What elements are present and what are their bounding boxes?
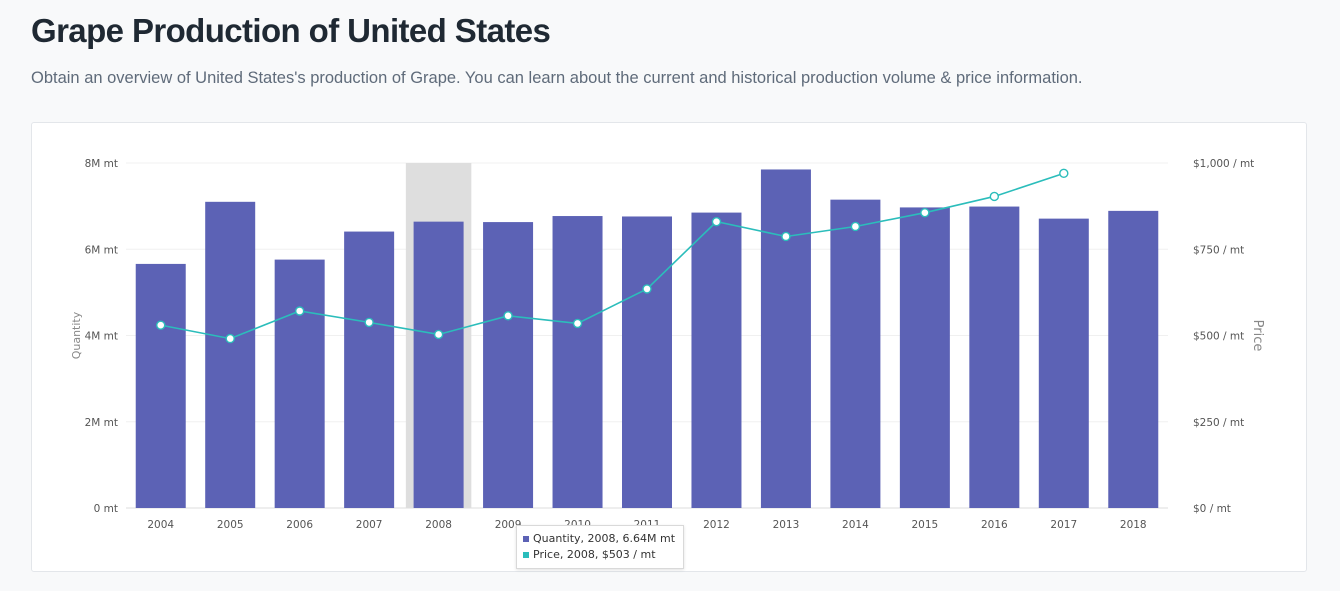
page-title: Grape Production of United States <box>31 12 551 49</box>
tooltip-label-quantity: Quantity, 2008, 6.64M mt <box>533 532 676 545</box>
x-tick-label: 2016 <box>981 519 1008 531</box>
x-tick-label: 2009 <box>495 519 522 531</box>
price-point-2008 <box>433 329 444 340</box>
price-point-2016 <box>989 191 1000 202</box>
price-line <box>160 172 1065 340</box>
x-tick-label: 2008 <box>425 519 452 531</box>
page-subtitle: Obtain an overview of United States's pr… <box>31 69 1083 87</box>
chart-card: 0 mt 2M mt 4M mt 6M mt 8M mt $0 / mt $250 / mt… <box>31 122 1307 572</box>
bar-quantity-2015 <box>899 207 950 508</box>
tooltip-swatch-quantity <box>523 536 529 542</box>
y-tick-label: 4M mt <box>85 331 118 343</box>
price-point-2006 <box>294 306 305 316</box>
tooltip-swatch-price <box>523 552 529 558</box>
y2-tick-label: $250 / mt <box>1193 417 1244 429</box>
y2-axis-title: Price <box>1250 320 1265 352</box>
y-tick-label: 2M mt <box>85 417 118 429</box>
y2-tick-label: $750 / mt <box>1193 244 1244 256</box>
tooltip-label-price: Price, 2008, $503 / mt <box>533 548 656 561</box>
y2-tick-label: $1,000 / mt <box>1193 158 1254 170</box>
x-tick-label: 2014 <box>842 519 869 531</box>
price-point-2007 <box>364 317 374 328</box>
combo-chart[interactable]: 0 mt 2M mt 4M mt 6M mt 8M mt $0 / mt $250 / mt… <box>32 123 1308 573</box>
y-tick-label: 6M mt <box>85 244 118 256</box>
price-point-2009 <box>503 311 513 321</box>
x-tick-label: 2018 <box>1120 519 1147 531</box>
price-point-2015 <box>920 207 930 218</box>
x-tick-label: 2006 <box>286 519 313 531</box>
bar-quantity-2016 <box>969 206 1020 508</box>
bar-quantity-2012 <box>691 212 742 508</box>
bar-quantity-2009 <box>483 222 534 509</box>
tooltip-row-quantity: Quantity, 2008, 6.64M mt <box>523 531 675 547</box>
price-point-2004 <box>156 320 166 330</box>
chart-tooltip: Quantity, 2008, 6.64M mt Price, 2008, $5… <box>516 525 685 569</box>
y2-tick-label: $0 / mt <box>1193 503 1231 515</box>
x-tick-label: 2017 <box>1050 519 1077 531</box>
bar-quantity-2007 <box>344 231 395 508</box>
y-tick-label: 0 mt <box>94 503 118 515</box>
bar-quantity-2010 <box>552 216 603 508</box>
bar-quantity-2006 <box>274 259 325 508</box>
price-point-2014 <box>850 221 861 232</box>
bar-quantity-2018 <box>1108 210 1159 508</box>
bar-quantity-2017 <box>1038 218 1089 508</box>
x-tick-label: 2015 <box>911 519 938 531</box>
price-point-2005 <box>225 333 235 344</box>
x-tick-label: 2013 <box>773 519 800 531</box>
x-tick-label: 2004 <box>147 519 174 531</box>
bar-quantity-2014 <box>830 199 881 508</box>
x-tick-label: 2007 <box>356 519 383 531</box>
bar-quantity-2004 <box>135 263 186 508</box>
bar-quantity-2011 <box>622 216 672 508</box>
price-point-2013 <box>781 231 791 242</box>
y-axis-title: Quantity <box>70 311 83 359</box>
bar-quantity-2005 <box>205 201 256 508</box>
x-tick-label: 2005 <box>217 519 244 531</box>
x-tick-label: 2012 <box>703 519 730 531</box>
bar-quantity-2008 <box>413 221 464 508</box>
price-point-2010 <box>572 318 583 329</box>
y2-tick-label: $500 / mt <box>1193 331 1244 343</box>
tooltip-row-price: Price, 2008, $503 / mt <box>523 547 675 563</box>
y-tick-label: 8M mt <box>85 158 118 170</box>
price-point-2012 <box>711 216 722 227</box>
bar-quantity-2013 <box>760 169 811 508</box>
price-point-2011 <box>642 284 652 294</box>
price-point-2017 <box>1059 168 1069 179</box>
